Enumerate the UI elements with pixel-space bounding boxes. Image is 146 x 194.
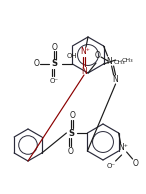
Text: N⁺: N⁺ (80, 48, 90, 56)
Text: O: O (33, 60, 39, 68)
Text: N: N (107, 56, 112, 66)
Text: O: O (133, 158, 139, 167)
Text: N: N (113, 75, 118, 85)
Text: O: O (95, 50, 101, 60)
Text: S: S (51, 60, 57, 68)
Text: O: O (52, 42, 57, 51)
Text: CH₃: CH₃ (114, 61, 126, 66)
Text: O: O (67, 146, 73, 156)
Text: S: S (68, 128, 74, 138)
Text: OH: OH (66, 53, 77, 59)
Text: O: O (69, 112, 75, 120)
Text: N⁺: N⁺ (119, 144, 128, 152)
Text: O⁻: O⁻ (107, 163, 116, 169)
Text: N: N (81, 67, 87, 75)
Text: O⁻: O⁻ (50, 78, 59, 84)
Text: CH₃: CH₃ (122, 57, 133, 62)
